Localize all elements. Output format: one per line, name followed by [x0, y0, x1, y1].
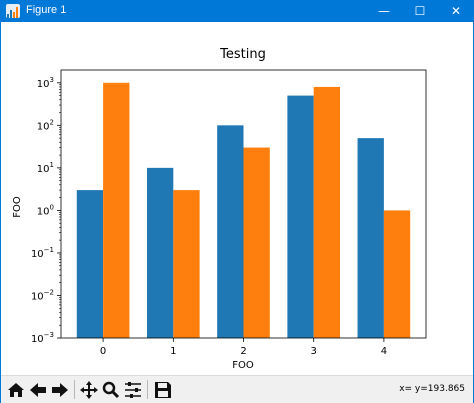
save-icon	[154, 381, 171, 398]
navigation-toolbar: x= y=193.865	[1, 375, 473, 403]
close-icon: ✕	[450, 4, 462, 18]
y-ticks: 10−3 10−2 10−1 100 101 102 103	[31, 76, 61, 345]
y-tick-label: 103	[37, 76, 54, 90]
bars-group	[76, 82, 411, 339]
toolbar-separator	[74, 380, 75, 399]
plot-frame	[60, 69, 427, 339]
figure-canvas[interactable]: Testing FOO FOO 10−3 10−2 10−1 100 101 102 103…	[1, 22, 473, 375]
maximize-button[interactable]: ☐	[402, 0, 438, 22]
bar-s0-c1	[146, 167, 174, 338]
bar-chart: Testing FOO FOO 10−310−210−1100101102103…	[12, 47, 427, 371]
zoom-icon	[102, 381, 119, 398]
bar-s1-c2	[243, 147, 270, 338]
x-tick-label: 1	[170, 346, 176, 357]
configure-subplots-icon	[124, 381, 141, 398]
minimize-icon: —	[378, 4, 390, 18]
close-button[interactable]: ✕	[438, 0, 474, 22]
x-tick-label: 3	[311, 346, 317, 357]
bar-s0-c3	[287, 95, 314, 338]
bar-s1-c1	[173, 190, 200, 338]
bar-s1-c0	[103, 82, 130, 339]
window-title: Figure 1	[26, 4, 67, 16]
x-axis-label: FOO	[232, 360, 254, 371]
home-button[interactable]	[5, 379, 26, 400]
home-icon	[7, 382, 24, 397]
bar-s0-c0	[76, 190, 104, 338]
bar-s1-c4	[383, 210, 411, 338]
x-tick-label: 4	[381, 346, 387, 357]
bar-s0-c2	[217, 125, 244, 338]
app-icon	[6, 4, 20, 18]
minimize-button[interactable]: —	[366, 0, 402, 22]
y-axis-label: FOO	[12, 196, 23, 218]
forward-button[interactable]	[49, 379, 70, 400]
y-tick-label: 10−1	[31, 246, 54, 260]
x-ticks: 0 1 2 3 4	[100, 338, 387, 357]
toolbar-separator	[147, 380, 148, 399]
chart-title: Testing	[219, 47, 266, 62]
y-tick-label: 101	[37, 161, 54, 175]
window-border-left	[0, 22, 1, 403]
y-tick-label: 102	[37, 118, 54, 132]
bar-s0-c4	[357, 138, 384, 338]
bar-s1-c3	[313, 86, 341, 338]
y-tick-label: 10−2	[31, 288, 54, 302]
x-tick-label: 2	[240, 346, 246, 357]
save-button[interactable]	[152, 379, 173, 400]
pan-icon	[79, 380, 98, 399]
y-tick-label: 100	[37, 203, 54, 217]
forward-icon	[51, 382, 68, 397]
maximize-icon: ☐	[414, 4, 426, 18]
window-titlebar[interactable]: Figure 1 — ☐ ✕	[0, 0, 474, 22]
pan-button[interactable]	[78, 379, 99, 400]
back-icon	[29, 382, 46, 397]
x-tick-label: 0	[100, 346, 106, 357]
y-tick-label: 10−3	[31, 331, 54, 345]
zoom-button[interactable]	[100, 379, 121, 400]
configure-subplots-button[interactable]	[122, 379, 143, 400]
cursor-coordinates: x= y=193.865	[399, 384, 465, 394]
back-button[interactable]	[27, 379, 48, 400]
